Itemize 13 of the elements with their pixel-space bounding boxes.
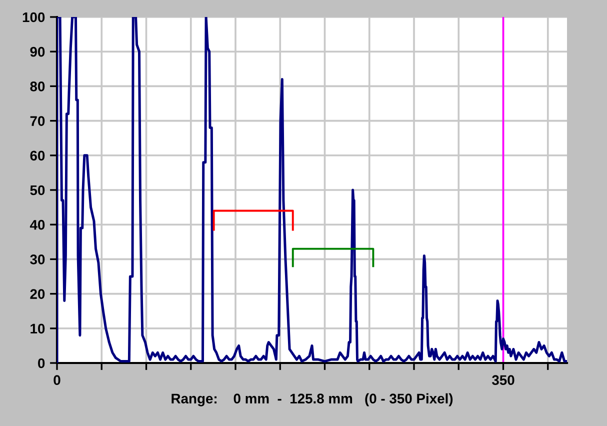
y-tick-label: 70 <box>30 116 45 126</box>
y-tick-label: 30 <box>30 254 45 264</box>
y-tick-label: 40 <box>30 220 45 230</box>
y-tick-label: 80 <box>30 82 45 92</box>
y-tick-label: 60 <box>30 150 45 161</box>
x-axis-title: Range: 0 mm - 125.8 mm (0 - 350 Pixel) <box>172 393 453 406</box>
y-tick-label: 20 <box>30 289 45 299</box>
y-tick-label: 50 <box>30 185 45 196</box>
x-tick-label: 350 <box>492 375 514 386</box>
y-tick-label: 0 <box>38 358 45 368</box>
y-tick-label: 100 <box>22 12 45 22</box>
y-tick-label: 90 <box>30 46 45 57</box>
y-tick-label: 10 <box>30 324 45 334</box>
